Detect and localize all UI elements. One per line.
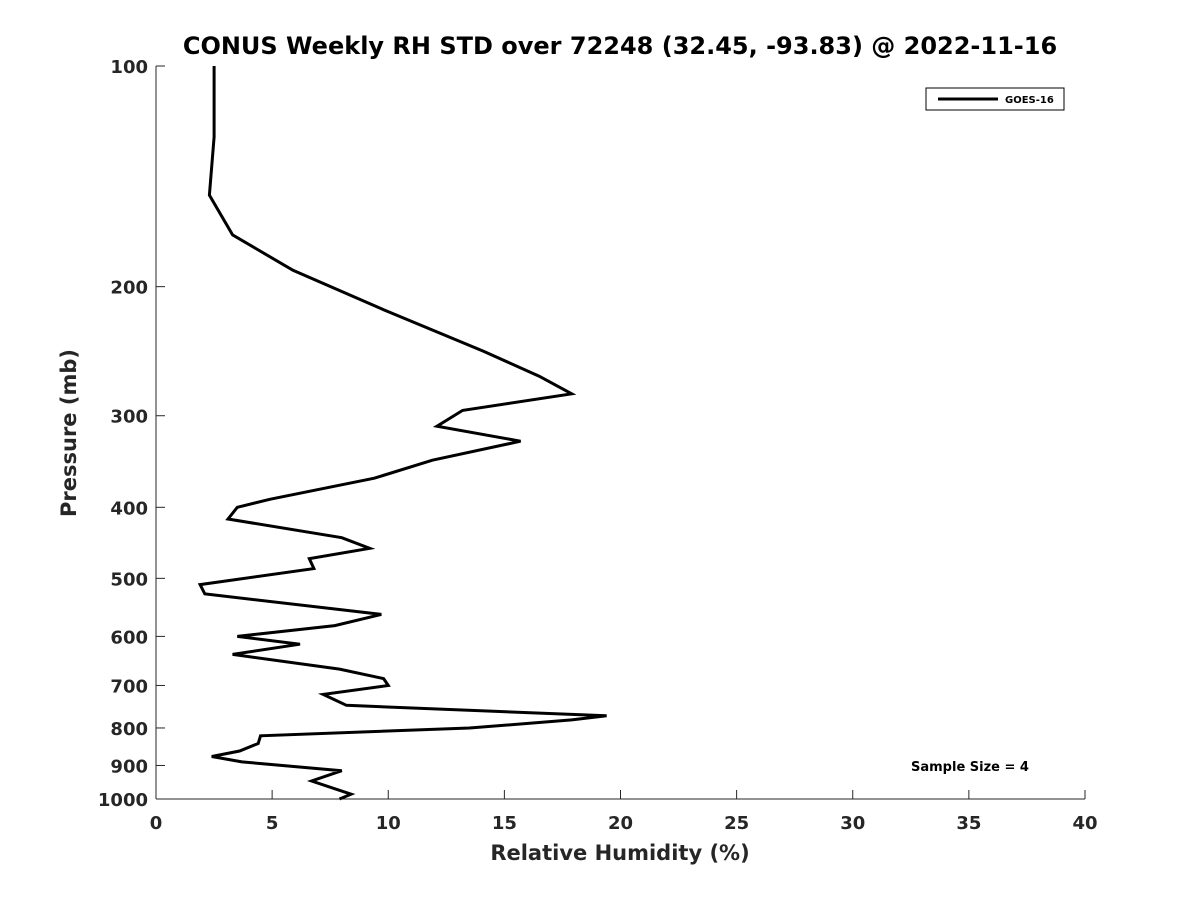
plot-area: 0 5 10 15 20 25 30 35 40 100 200 300 400 500 600 700 80… bbox=[98, 57, 1098, 834]
chart-title: CONUS Weekly RH STD over 72248 (32.45, -… bbox=[183, 32, 1057, 60]
legend-label-goes-16: GOES-16 bbox=[1005, 95, 1054, 106]
x-tick-label: 10 bbox=[376, 813, 401, 834]
sample-size-annotation: Sample Size = 4 bbox=[911, 760, 1029, 775]
y-tick-label: 500 bbox=[110, 569, 148, 590]
x-tick-label: 15 bbox=[492, 813, 517, 834]
legend: GOES-16 bbox=[925, 87, 1065, 111]
y-tick-label: 100 bbox=[110, 57, 148, 78]
x-ticks: 0 5 10 15 20 25 30 35 40 bbox=[150, 790, 1098, 834]
x-tick-label: 35 bbox=[956, 813, 981, 834]
x-tick-label: 5 bbox=[266, 813, 279, 834]
y-tick-label: 300 bbox=[110, 407, 148, 428]
x-axis-label: Relative Humidity (%) bbox=[490, 841, 749, 865]
y-tick-label: 700 bbox=[110, 676, 148, 697]
x-tick-label: 20 bbox=[608, 813, 633, 834]
x-tick-label: 25 bbox=[724, 813, 749, 834]
y-axis-label: Pressure (mb) bbox=[57, 349, 81, 517]
y-tick-label: 600 bbox=[110, 627, 148, 648]
y-ticks: 100 200 300 400 500 600 700 800 900 1000 bbox=[98, 57, 165, 811]
y-tick-label: 1000 bbox=[98, 790, 148, 811]
y-tick-label: 400 bbox=[110, 498, 148, 519]
series-goes-16-line bbox=[197, 66, 607, 801]
x-tick-label: 0 bbox=[150, 813, 163, 834]
x-tick-label: 30 bbox=[840, 813, 865, 834]
x-tick-label: 40 bbox=[1072, 813, 1097, 834]
y-tick-label: 900 bbox=[110, 756, 148, 777]
y-tick-label: 800 bbox=[110, 719, 148, 740]
y-tick-label: 200 bbox=[110, 278, 148, 299]
